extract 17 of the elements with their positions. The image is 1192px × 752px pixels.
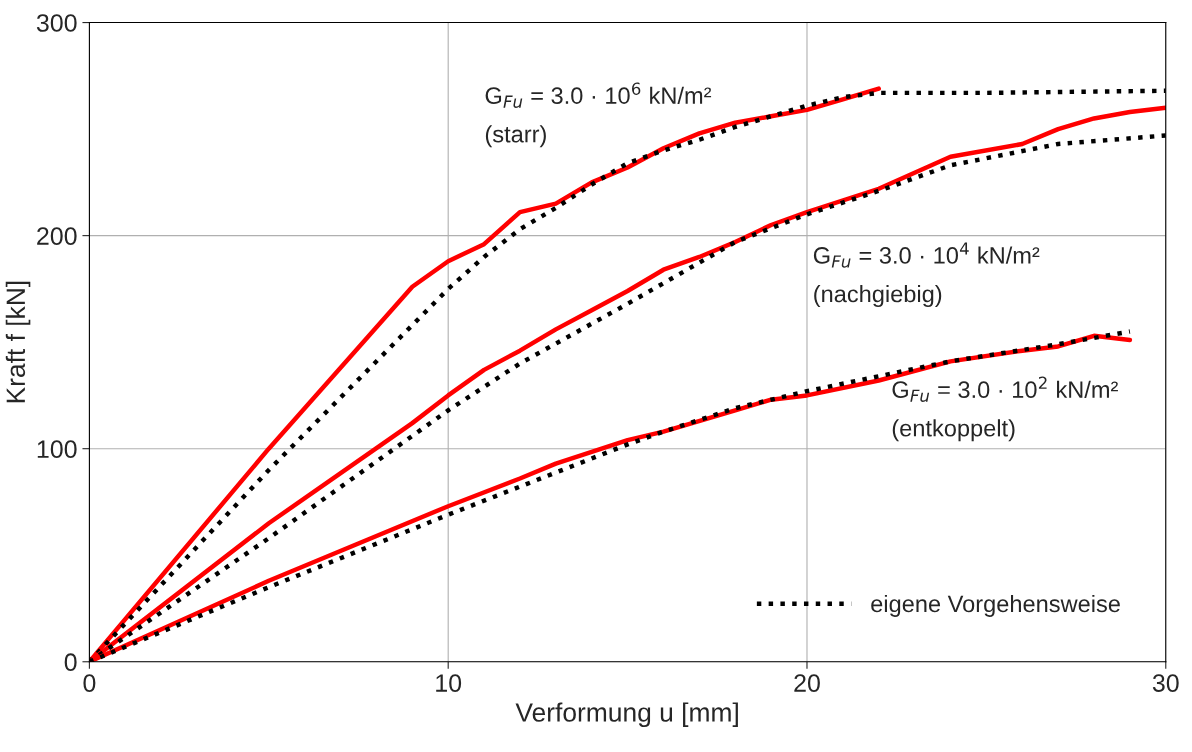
y-tick-label: 200: [37, 227, 77, 245]
legend-label: eigene Vorgehensweise: [871, 594, 1120, 617]
x-tick-label: 0: [83, 674, 96, 692]
x-tick-label: 20: [794, 674, 820, 692]
annotation: G$_{Fu}$ = 3.0 · 10$^{6}$ kN/m²: [485, 82, 712, 108]
x-axis-title: Verformung u [mm]: [515, 702, 738, 728]
annotation: (entkoppelt): [892, 419, 1015, 442]
y-tick-label: 300: [36, 14, 77, 32]
annotation: G$_{Fu}$ = 3.0 · 10$^{2}$ kN/m²: [892, 376, 1118, 402]
annotation: G$_{Fu}$ = 3.0 · 10$^{4}$ kN/m²: [813, 242, 1040, 268]
y-axis-title: Kraft f [kN]: [5, 281, 31, 403]
x-tick-label: 10: [436, 674, 462, 692]
annotation: (nachgiebig): [814, 284, 942, 307]
annotation: (starr): [485, 125, 546, 148]
x-tick-label: 30: [1152, 674, 1179, 692]
y-tick-label: 100: [37, 440, 77, 458]
y-tick-label: 0: [64, 653, 77, 672]
